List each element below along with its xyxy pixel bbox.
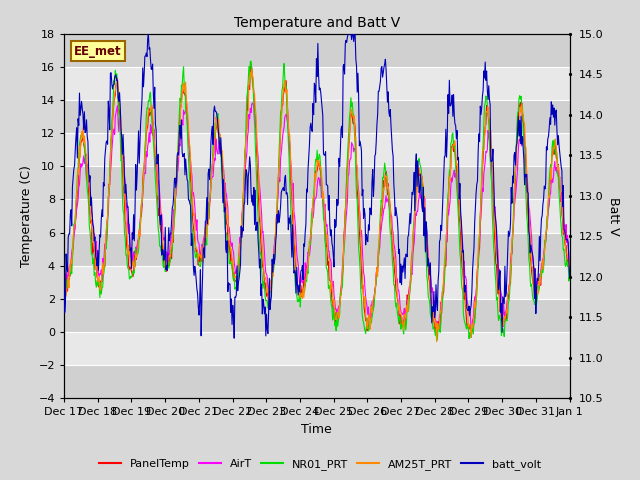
Text: EE_met: EE_met [74, 45, 122, 58]
Y-axis label: Temperature (C): Temperature (C) [20, 165, 33, 267]
Legend: PanelTemp, AirT, NR01_PRT, AM25T_PRT, batt_volt: PanelTemp, AirT, NR01_PRT, AM25T_PRT, ba… [94, 455, 546, 474]
Bar [64, 233, 570, 266]
Title: Temperature and Batt V: Temperature and Batt V [234, 16, 400, 30]
Bar [64, 166, 570, 199]
Y-axis label: Batt V: Batt V [607, 197, 620, 235]
X-axis label: Time: Time [301, 423, 332, 436]
Bar [64, 100, 570, 133]
Bar [64, 34, 570, 67]
Bar [64, 299, 570, 332]
Bar [64, 365, 570, 398]
